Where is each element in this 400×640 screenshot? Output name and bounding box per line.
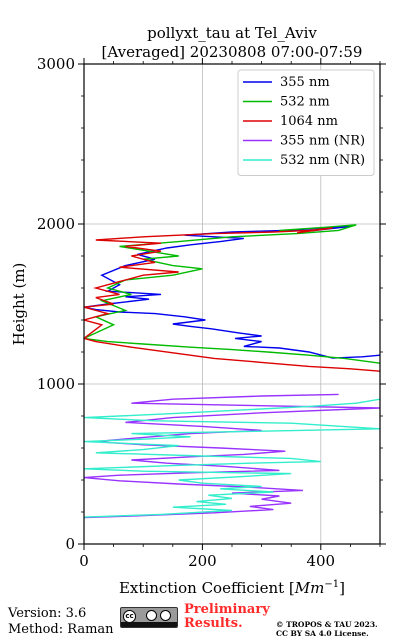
x-axis-label-exponent: −1 [324,579,339,590]
version-text: Version: 3.6 [8,606,87,621]
y-axis-label: Height (m) [10,263,28,346]
x-axis-label-close: ] [339,579,345,597]
legend-box [237,69,375,176]
x-axis-label-main: Extinction Coefficient [ [119,579,295,597]
axis-ticks [78,58,386,550]
badge-strip [121,622,177,627]
copyright-notice: © TROPOS & TAU 2023. CC BY SA 4.0 Licens… [276,620,378,638]
chart-title-line-2: [Averaged] 20230808 07:00-07:59 [102,43,363,61]
preliminary-line-2: Results. [184,616,243,631]
legend-label-3: 1064 nm [280,114,338,129]
legend-label-1: 355 nm [280,75,330,90]
series-lines [84,224,380,519]
tick-labels: 0 200 400 0 1000 2000 3000 [37,55,335,570]
x-tick-label: 200 [188,552,217,570]
legend-label-5: 532 nm (NR) [280,153,365,168]
series-line-3 [84,227,380,372]
x-axis-label: Extinction Coefficient [Mm−1] [119,579,345,597]
series-line-4 [84,393,380,519]
chart-title-line-1: pollyxt_tau at Tel_Aviv [147,24,317,42]
preliminary-results-notice: Preliminary Results. [184,603,270,631]
series-line-1 [84,225,380,359]
sa-icon [160,610,171,621]
copyright-line-1: © TROPOS & TAU 2023. [276,620,378,629]
cc-license-badge: cc [120,607,178,628]
legend: 355 nm 532 nm 1064 nm 355 nm (NR) 532 nm (NR… [237,69,375,176]
y-tick-label: 2000 [37,215,75,233]
preliminary-line-1: Preliminary [184,602,270,617]
extinction-profile-chart: pollyxt_tau at Tel_Aviv [Averaged] 20230… [10,24,386,597]
copyright-line-2: CC BY SA 4.0 License. [276,629,369,638]
legend-label-4: 355 nm (NR) [280,134,365,149]
series-line-5 [84,398,380,518]
series-line-2 [84,224,380,364]
legend-label-2: 532 nm [280,95,330,110]
y-tick-label: 0 [65,535,75,553]
x-axis-label-unit: Mm [294,579,325,597]
x-tick-label: 400 [306,552,335,570]
y-tick-label: 3000 [37,55,75,73]
method-text: Method: Raman [8,622,114,637]
by-icon [146,610,157,621]
y-tick-label: 1000 [37,375,75,393]
x-tick-label: 0 [79,552,89,570]
